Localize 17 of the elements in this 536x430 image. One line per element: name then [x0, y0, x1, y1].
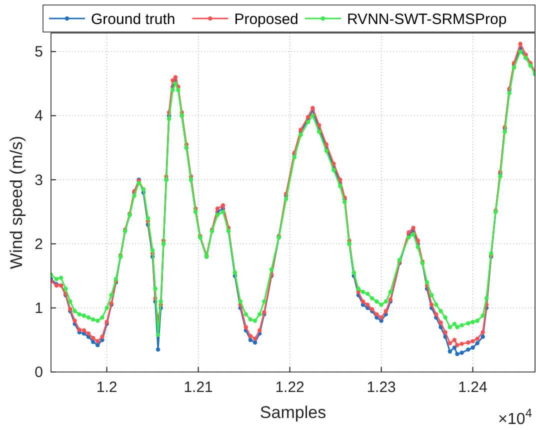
y-tick-label: 3	[34, 172, 43, 189]
y-axis-title: Wind speed (m/s)	[7, 136, 26, 270]
text: ×10$^{4}$	[498, 406, 532, 428]
legend-label: RVNN-SWT-SRMSProp	[347, 11, 507, 28]
y-tick-label: 5	[34, 44, 43, 61]
x-tick-label: 1.22	[275, 379, 304, 396]
y-tick-label: 4	[34, 108, 43, 125]
y-tick-label: 1	[34, 300, 43, 317]
x-tick-label: 1.2	[96, 379, 118, 396]
x-tick-label: 1.24	[458, 379, 488, 396]
x-tick-label: 1.23	[366, 379, 396, 396]
legend-label: Proposed	[234, 11, 298, 28]
x-tick-label: 1.21	[184, 379, 213, 396]
legend-label: Ground truth	[91, 11, 176, 28]
y-tick-label: 0	[34, 364, 43, 381]
x-axis-title: Samples	[260, 403, 326, 422]
y-tick-label: 2	[34, 236, 43, 253]
